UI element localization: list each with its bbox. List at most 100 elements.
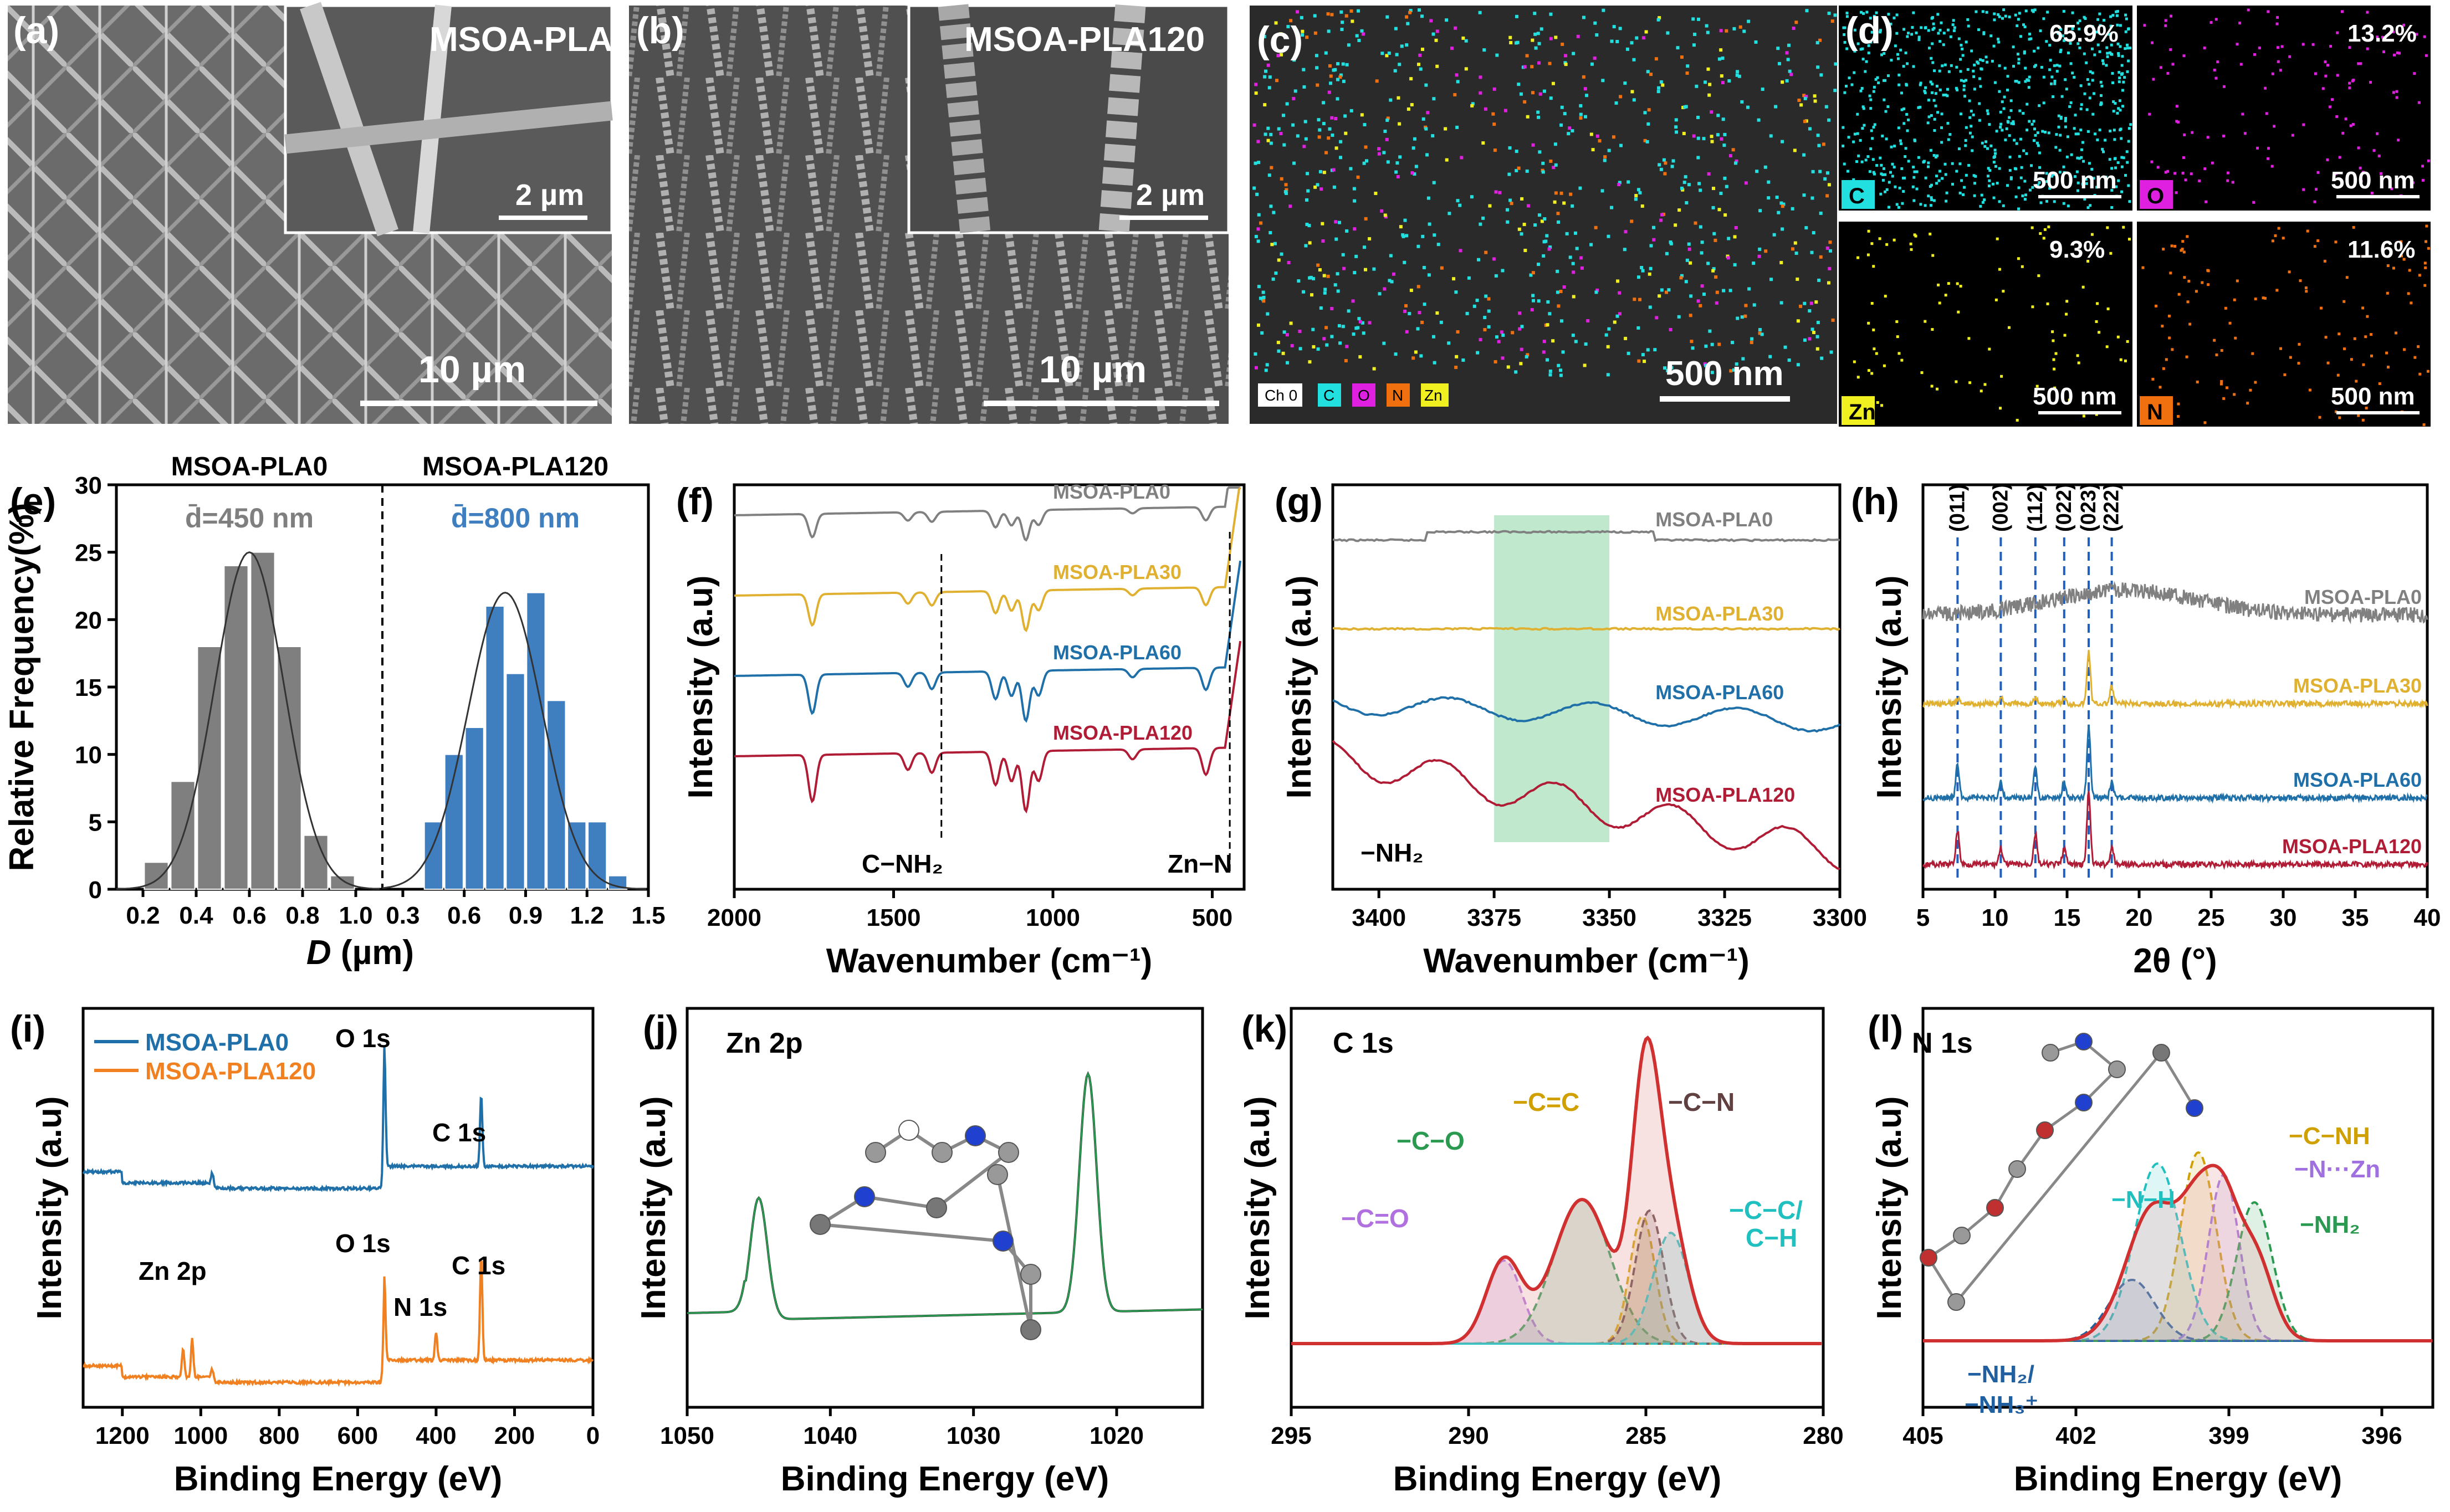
eds-map-dot <box>2075 170 2079 173</box>
x-tick-label: 0.4 <box>179 902 213 929</box>
eds-dot <box>1302 85 1306 89</box>
eds-dot <box>1600 189 1604 193</box>
eds-map-dot <box>2271 239 2274 243</box>
atom <box>1947 1293 1965 1311</box>
eds-map-dot <box>2063 39 2066 42</box>
legend-ch0: Ch 0 <box>1265 387 1297 404</box>
eds-dot <box>1646 348 1650 352</box>
xps-survey-series <box>82 1045 594 1193</box>
eds-dot <box>1523 100 1527 104</box>
xrd-series <box>1922 724 2428 804</box>
eds-map-dot <box>1940 126 1943 130</box>
eds-dot <box>1414 165 1418 168</box>
eds-map-dot <box>1972 113 1975 116</box>
eds-dot <box>1531 143 1535 147</box>
eds-dot <box>1282 330 1286 334</box>
eds-map-dot <box>2039 232 2042 235</box>
eds-map-dot <box>1924 26 1927 29</box>
eds-map-dot <box>1883 98 1886 101</box>
eds-map-dot <box>2366 315 2369 318</box>
ftir-series <box>734 640 1242 814</box>
eds-map-dot <box>2053 367 2056 371</box>
eds-dot <box>1334 237 1338 241</box>
eds-dot <box>1501 269 1505 273</box>
eds-dot <box>1383 129 1387 133</box>
atom <box>965 1125 986 1146</box>
eds-dot <box>1514 370 1518 374</box>
eds-map-dot <box>2078 19 2081 23</box>
eds-dot <box>1551 81 1555 85</box>
eds-map-dot <box>2053 82 2057 85</box>
eds-map-dot <box>1900 167 1904 170</box>
eds-map-dot <box>2006 120 2009 123</box>
eds-map-dot <box>2213 339 2216 342</box>
eds-dot <box>1364 217 1368 221</box>
eds-map-dot <box>2121 89 2124 92</box>
eds-map-dot <box>1882 79 1885 82</box>
eds-dot <box>1533 12 1537 16</box>
x-tick-label: 1000 <box>173 1422 228 1449</box>
x-tick-label: 405 <box>1902 1422 1943 1449</box>
eds-map-dot <box>2288 55 2292 58</box>
eds-dot <box>1782 202 1786 206</box>
eds-map-dot <box>2020 166 2023 169</box>
eds-dot <box>1334 220 1338 224</box>
eds-dot <box>1410 102 1414 106</box>
eds-dot <box>1658 294 1661 298</box>
eds-map-dot <box>2253 53 2257 56</box>
eds-dot <box>1619 95 1623 99</box>
eds-map-dot <box>2165 358 2168 361</box>
eds-dot <box>1520 232 1523 236</box>
eds-map-dot <box>2366 11 2369 14</box>
eds-map-dot <box>2035 141 2039 145</box>
eds-map-dot <box>2002 204 2005 207</box>
eds-map-dot <box>1957 37 1961 40</box>
eds-map-dot <box>1856 132 1859 135</box>
eds-dot <box>1408 11 1412 14</box>
eds-dot <box>1573 231 1577 235</box>
eds-map-dot <box>2032 139 2035 142</box>
eds-dot <box>1304 244 1308 248</box>
eds-map-dot <box>2115 10 2118 13</box>
eds-map-dot <box>2324 74 2328 78</box>
eds-map-dot <box>2096 139 2099 142</box>
eds-map-dot <box>1885 188 1889 191</box>
eds-map-dot <box>2184 178 2187 182</box>
eds-map-dot <box>2101 59 2104 63</box>
eds-map-dot <box>2338 416 2341 419</box>
eds-dot <box>1318 268 1322 272</box>
eds-dot <box>1721 117 1725 121</box>
eds-dot <box>1711 269 1715 273</box>
eds-dot <box>1710 135 1714 139</box>
eds-dot <box>1337 324 1341 327</box>
eds-map-dot <box>1956 282 1959 285</box>
eds-map-dot <box>1861 58 1865 61</box>
eds-map-c <box>1839 6 2132 211</box>
eds-map-dot <box>2035 385 2039 388</box>
eds-dot <box>1289 321 1293 325</box>
eds-map-dot <box>1853 132 1856 136</box>
eds-dot <box>1520 347 1523 351</box>
eds-map-dot <box>1904 147 1907 150</box>
eds-dot <box>1471 102 1475 106</box>
eds-map-dot <box>1955 86 1958 90</box>
eds-map-dot <box>1924 91 1927 95</box>
eds-dot <box>1752 262 1756 265</box>
eds-dot <box>1455 355 1459 358</box>
eds-dot <box>1659 167 1663 171</box>
eds-map-dot <box>2151 377 2155 381</box>
eds-dot <box>1511 331 1515 335</box>
eds-dot <box>1818 170 1822 173</box>
eds-map-dot <box>2076 189 2079 192</box>
eds-map-dot <box>2423 35 2426 38</box>
eds-dot <box>1333 68 1337 71</box>
eds-dot <box>1700 240 1704 244</box>
eds-dot <box>1576 34 1580 38</box>
eds-dot <box>1812 330 1815 334</box>
eds-map-dot <box>1872 90 1875 93</box>
eds-dot <box>1533 223 1537 227</box>
eds-map-dot <box>1994 298 1998 301</box>
eds-map-dot <box>2096 43 2100 47</box>
eds-map-dot <box>2114 166 2117 170</box>
